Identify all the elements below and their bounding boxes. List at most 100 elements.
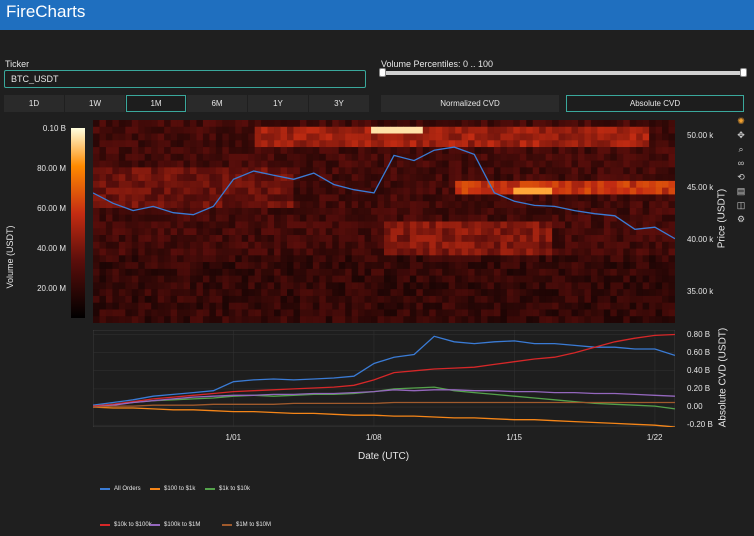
heatmap-cell [662, 147, 669, 155]
heatmap-cell [157, 207, 165, 216]
heatmap-cell [280, 316, 288, 323]
lasso-icon[interactable]: ∞ [737, 158, 745, 168]
heatmap-cell [222, 282, 230, 290]
heatmap-cell [241, 235, 249, 243]
heatmap-cell [345, 309, 352, 317]
heatmap-cell [532, 160, 540, 168]
heatmap-cell [584, 214, 592, 222]
heatmap-cell [403, 248, 411, 256]
heatmap-cell [312, 167, 320, 175]
camera-icon[interactable]: ◫ [736, 199, 746, 210]
heatmap-cell [241, 140, 249, 148]
heatmap-cell [351, 295, 359, 303]
heatmap-cell [131, 268, 139, 276]
legend-item[interactable]: $1k to $10k [205, 486, 250, 492]
cvd-mode-button-absolute[interactable]: Absolute CVD [566, 95, 744, 112]
heatmap-cell [131, 302, 139, 310]
heatmap-cell [151, 235, 158, 243]
heatmap-cell [202, 262, 210, 270]
zoom-icon[interactable]: ⌕ [738, 143, 744, 154]
download-icon[interactable]: ▤ [736, 185, 746, 196]
heatmap-cell [481, 120, 488, 128]
heatmap-cell [190, 214, 197, 222]
heatmap-cell [649, 268, 656, 276]
heatmap-cell [539, 160, 546, 168]
heatmap-cell [668, 187, 675, 195]
timeframe-button-1m[interactable]: 1M [126, 95, 186, 112]
heatmap-cell [668, 160, 675, 168]
timeframe-button-1y[interactable]: 1Y [248, 95, 308, 112]
volume-percentiles-slider[interactable] [382, 71, 745, 75]
heatmap-cell [623, 207, 631, 216]
timeframe-button-3y[interactable]: 3Y [309, 95, 369, 112]
legend-item[interactable]: $10k to $100k [100, 522, 152, 528]
heatmap-cell [157, 214, 165, 222]
heatmap-cell [474, 201, 482, 209]
legend-item[interactable]: All Orders [100, 486, 141, 492]
heatmap-cell [299, 255, 307, 263]
heatmap-cell [99, 316, 107, 323]
heatmap-cell [461, 167, 469, 175]
heatmap-cell [371, 201, 378, 209]
heatmap-cell [183, 167, 191, 175]
reset-icon[interactable]: ⟲ [737, 171, 745, 182]
legend-swatch [205, 488, 215, 490]
heatmap-cell [636, 133, 643, 141]
legend-item[interactable]: $100k to $1M [150, 522, 200, 528]
heatmap-cell [325, 167, 333, 175]
heatmap-cell [280, 140, 288, 148]
heatmap-cell [319, 295, 327, 303]
slider-max-handle[interactable] [740, 68, 747, 77]
legend-item[interactable]: $1M to $10M [222, 522, 271, 528]
heatmap-cell [118, 120, 126, 128]
heatmap-cell [177, 187, 184, 195]
heatmap-cell [209, 140, 217, 148]
heatmap-cell [235, 295, 243, 303]
heatmap-cell [267, 241, 275, 249]
heatmap-cell [293, 302, 301, 310]
heatmap-cell [384, 289, 391, 297]
heatmap-cell [571, 167, 579, 175]
heatmap-cell [487, 262, 495, 270]
plotly-logo-icon[interactable]: ✺ [737, 115, 745, 126]
heatmap-chart[interactable] [93, 120, 675, 323]
heatmap-cell [468, 255, 475, 263]
heatmap-cell [151, 201, 158, 209]
timeframe-button-6m[interactable]: 6M [187, 95, 247, 112]
heatmap-cell [636, 241, 643, 249]
heatmap-cell [325, 174, 333, 182]
heatmap-cell [222, 174, 230, 182]
heatmap-cell [164, 275, 171, 283]
heatmap-cell [603, 282, 611, 290]
heatmap-cell [616, 309, 624, 317]
heatmap-cell [299, 309, 307, 317]
ticker-input[interactable] [4, 70, 366, 88]
heatmap-cell [228, 228, 236, 236]
heatmap-cell [118, 262, 126, 270]
timeframe-button-1d[interactable]: 1D [4, 95, 64, 112]
heatmap-cell [655, 140, 663, 148]
heatmap-cell [474, 221, 482, 229]
legend-item[interactable]: $100 to $1k [150, 486, 195, 492]
heatmap-cell [319, 282, 327, 290]
heatmap-cell [597, 194, 605, 202]
heatmap-cell [222, 248, 230, 256]
heatmap-cell [584, 262, 592, 270]
heatmap-cell [338, 214, 346, 222]
settings-icon[interactable]: ⚙ [736, 213, 746, 224]
pan-icon[interactable]: ✥ [737, 129, 745, 140]
cvd-mode-button-normalized[interactable]: Normalized CVD [381, 95, 559, 112]
heatmap-cell [358, 221, 365, 229]
cvd-line-chart[interactable] [93, 330, 675, 427]
heatmap-cell [338, 167, 346, 175]
heatmap-cell [403, 160, 411, 168]
heatmap-cell [377, 140, 385, 148]
heatmap-cell [105, 153, 113, 161]
heatmap-cell [222, 153, 230, 161]
heatmap-cell [429, 174, 437, 182]
timeframe-button-1w[interactable]: 1W [65, 95, 125, 112]
heatmap-cell [519, 167, 527, 175]
heatmap-cell [332, 207, 340, 216]
slider-min-handle[interactable] [379, 68, 386, 77]
heatmap-cell [571, 262, 579, 270]
